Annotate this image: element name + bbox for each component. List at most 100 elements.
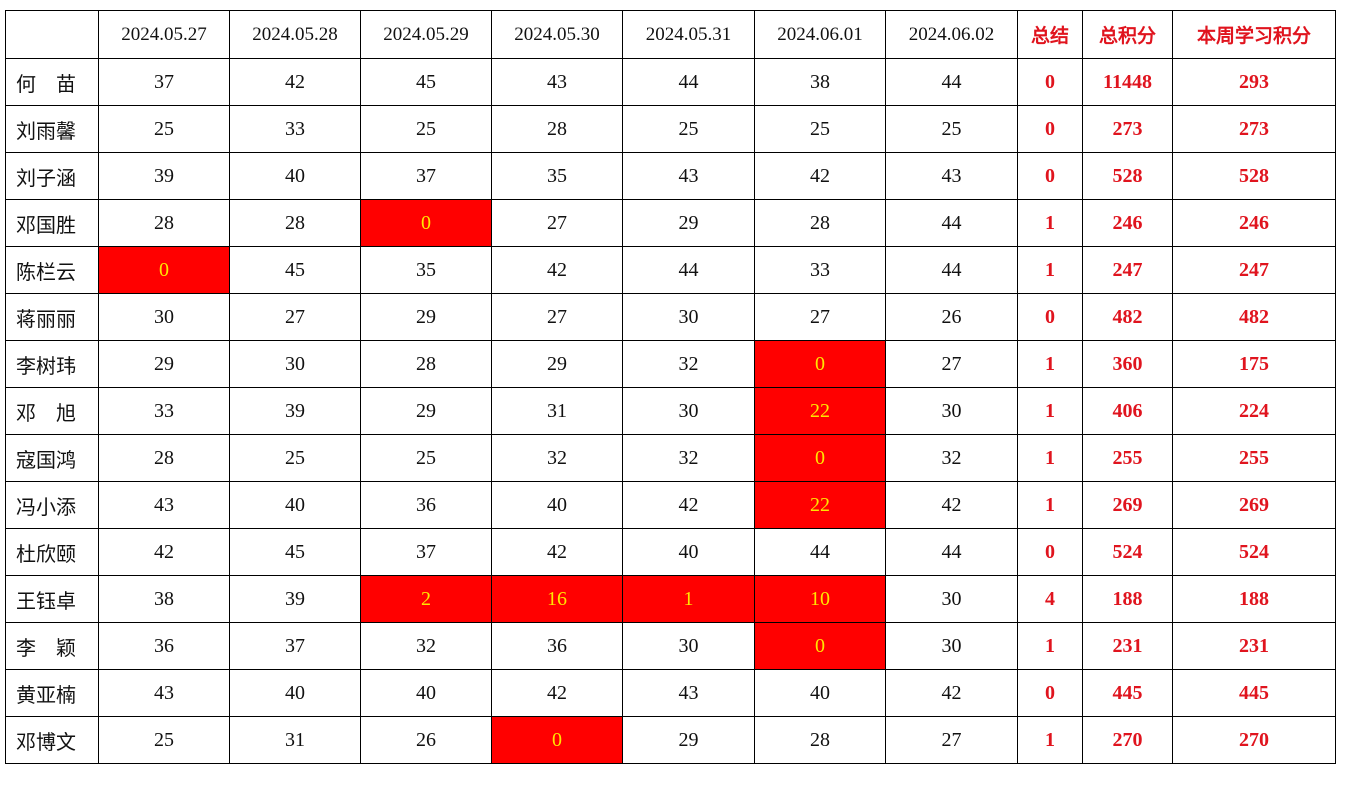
score-cell: 40: [622, 528, 755, 576]
score-cell: 28: [98, 434, 230, 482]
score-cell: 40: [491, 481, 623, 529]
column-header: 总结: [1017, 10, 1083, 59]
score-cell: 26: [885, 293, 1018, 341]
score-cell: 28: [754, 716, 886, 764]
score-cell: 37: [360, 152, 492, 200]
score-cell: 35: [491, 152, 623, 200]
summary-cell: 0: [1017, 152, 1083, 200]
total-points-cell: 528: [1082, 152, 1173, 200]
header-row: 2024.05.27 2024.05.28 2024.05.29 2024.05.30…: [5, 10, 1336, 59]
table-row: 刘子涵 39 40 37 35 43 42 43 0 528 528: [5, 152, 1336, 200]
score-cell: 27: [754, 293, 886, 341]
weekly-points-cell: 273: [1172, 105, 1336, 153]
score-cell: 28: [491, 105, 623, 153]
score-cell: 35: [360, 246, 492, 294]
score-cell: 25: [98, 716, 230, 764]
score-cell: 45: [360, 58, 492, 106]
score-cell: 25: [98, 105, 230, 153]
table-row: 寇国鸿 28 25 25 32 32 0 32 1 255 255: [5, 434, 1336, 482]
score-cell: 39: [229, 387, 361, 435]
score-cell-flagged: 0: [754, 340, 886, 388]
column-header: 2024.05.30: [491, 10, 623, 59]
score-cell: 25: [360, 434, 492, 482]
total-points-cell: 445: [1082, 669, 1173, 717]
table-row: 邓博文 25 31 26 0 29 28 27 1 270 270: [5, 716, 1336, 764]
total-points-cell: 406: [1082, 387, 1173, 435]
score-cell: 45: [229, 528, 361, 576]
score-cell-flagged: 10: [754, 575, 886, 623]
score-cell: 30: [98, 293, 230, 341]
student-name: 何 苗: [5, 58, 99, 106]
score-cell: 42: [754, 152, 886, 200]
table-row: 蒋丽丽 30 27 29 27 30 27 26 0 482 482: [5, 293, 1336, 341]
total-points-cell: 231: [1082, 622, 1173, 670]
total-points-cell: 255: [1082, 434, 1173, 482]
total-points-cell: 524: [1082, 528, 1173, 576]
score-cell-flagged: 0: [754, 434, 886, 482]
score-cell: 27: [229, 293, 361, 341]
summary-cell: 1: [1017, 434, 1083, 482]
score-cell: 37: [229, 622, 361, 670]
summary-cell: 1: [1017, 199, 1083, 247]
score-cell: 30: [885, 622, 1018, 670]
score-cell: 43: [622, 152, 755, 200]
score-cell: 43: [885, 152, 1018, 200]
student-name: 李 颖: [5, 622, 99, 670]
score-cell-flagged: 2: [360, 575, 492, 623]
score-cell: 30: [622, 387, 755, 435]
score-cell: 29: [491, 340, 623, 388]
column-header: 总积分: [1082, 10, 1173, 59]
score-cell: 32: [622, 340, 755, 388]
score-cell: 25: [885, 105, 1018, 153]
score-cell: 43: [98, 481, 230, 529]
score-cell: 37: [98, 58, 230, 106]
total-points-cell: 360: [1082, 340, 1173, 388]
score-cell: 40: [229, 152, 361, 200]
summary-cell: 0: [1017, 105, 1083, 153]
score-cell: 44: [754, 528, 886, 576]
score-cell: 27: [885, 340, 1018, 388]
summary-cell: 1: [1017, 246, 1083, 294]
summary-cell: 4: [1017, 575, 1083, 623]
weekly-points-cell: 445: [1172, 669, 1336, 717]
weekly-points-cell: 528: [1172, 152, 1336, 200]
table-row: 邓国胜 28 28 0 27 29 28 44 1 246 246: [5, 199, 1336, 247]
score-cell: 44: [885, 246, 1018, 294]
total-points-cell: 188: [1082, 575, 1173, 623]
weekly-points-cell: 270: [1172, 716, 1336, 764]
score-cell: 42: [885, 669, 1018, 717]
score-cell: 44: [622, 246, 755, 294]
score-cell: 31: [491, 387, 623, 435]
score-cell: 25: [754, 105, 886, 153]
table-row: 邓 旭 33 39 29 31 30 22 30 1 406 224: [5, 387, 1336, 435]
weekly-points-cell: 188: [1172, 575, 1336, 623]
student-name: 黄亚楠: [5, 669, 99, 717]
score-cell: 37: [360, 528, 492, 576]
table-row: 李树玮 29 30 28 29 32 0 27 1 360 175: [5, 340, 1336, 388]
score-cell: 30: [622, 622, 755, 670]
score-cell: 28: [360, 340, 492, 388]
total-points-cell: 247: [1082, 246, 1173, 294]
score-cell-flagged: 22: [754, 387, 886, 435]
score-cell: 32: [491, 434, 623, 482]
total-points-cell: 11448: [1082, 58, 1173, 106]
weekly-points-cell: 224: [1172, 387, 1336, 435]
score-cell-flagged: 0: [491, 716, 623, 764]
score-cell: 42: [491, 528, 623, 576]
score-cell-flagged: 16: [491, 575, 623, 623]
total-points-cell: 246: [1082, 199, 1173, 247]
score-cell: 29: [622, 716, 755, 764]
student-name: 刘子涵: [5, 152, 99, 200]
corner-cell: [5, 10, 99, 59]
score-cell: 40: [360, 669, 492, 717]
score-cell: 30: [885, 575, 1018, 623]
score-cell: 33: [229, 105, 361, 153]
score-cell-flagged: 0: [754, 622, 886, 670]
table-row: 何 苗 37 42 45 43 44 38 44 0 11448 293: [5, 58, 1336, 106]
score-cell: 32: [360, 622, 492, 670]
column-header: 2024.06.02: [885, 10, 1018, 59]
score-cell: 43: [491, 58, 623, 106]
table-row: 李 颖 36 37 32 36 30 0 30 1 231 231: [5, 622, 1336, 670]
score-cell: 42: [491, 246, 623, 294]
